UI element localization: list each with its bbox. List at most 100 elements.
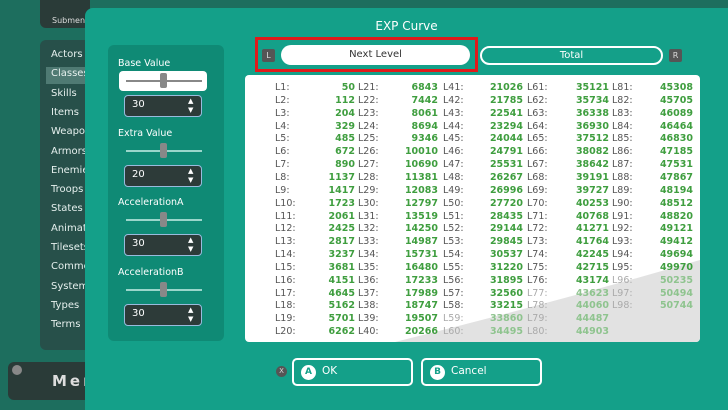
exp-value: 3237 <box>328 249 355 261</box>
spinner-value: 30 <box>132 99 145 110</box>
exp-value: 35734 <box>575 94 609 106</box>
level-label: L21: <box>358 82 379 93</box>
level-label: L32: <box>358 223 379 235</box>
tab[interactable]: Total <box>480 46 663 65</box>
level-label: L76: <box>527 274 548 286</box>
sidebar-item[interactable]: Actors <box>51 49 83 60</box>
exp-value: 38082 <box>575 146 609 158</box>
exp-value: 37512 <box>575 133 609 145</box>
exp-value: 32560 <box>489 287 523 299</box>
exp-value: 29845 <box>489 236 523 248</box>
spinner-value: 30 <box>132 307 145 319</box>
sidebar-item[interactable]: Animations <box>51 222 108 234</box>
button-ok[interactable]: A OK <box>292 358 413 386</box>
sidebar-item[interactable]: Classes <box>51 68 89 80</box>
exp-value: 13519 <box>404 210 438 222</box>
button-key: B <box>430 365 445 380</box>
exp-value: 45308 <box>659 82 693 93</box>
slider-handle[interactable] <box>160 142 167 158</box>
sidebar-item[interactable]: System <box>51 280 89 292</box>
exp-value: 47185 <box>659 146 693 158</box>
sidebar-item[interactable]: Troops <box>51 184 84 196</box>
level-label: L68: <box>527 171 548 183</box>
level-label: L9: <box>275 184 290 196</box>
exp-value: 14250 <box>404 223 438 235</box>
exp-value: 20266 <box>404 326 438 338</box>
menu-button[interactable] <box>8 362 98 400</box>
submenu-label: Submenu <box>52 16 91 25</box>
slider-handle[interactable] <box>160 73 167 88</box>
level-label: L34: <box>358 249 379 261</box>
exp-value: 44903 <box>575 326 609 338</box>
level-label: L57: <box>443 287 464 299</box>
spinner[interactable]: 20 ▲ ▼ <box>124 164 202 187</box>
exp-value: 17233 <box>404 274 438 286</box>
exp-value: 36930 <box>575 120 609 132</box>
level-label: L27: <box>358 159 379 171</box>
exp-value: 50235 <box>659 274 693 286</box>
level-label: L54: <box>443 249 464 261</box>
slider-handle[interactable] <box>160 212 167 227</box>
button-key: A <box>301 365 316 380</box>
sidebar-item[interactable]: Common <box>51 261 97 273</box>
sidebar-item[interactable]: Items <box>51 106 79 118</box>
key-hint: R <box>669 49 682 62</box>
exp-value: 1137 <box>328 171 355 183</box>
exp-value: 34495 <box>489 326 523 338</box>
level-label: L42: <box>443 94 464 106</box>
level-label: L89: <box>612 184 633 196</box>
level-label: L29: <box>358 184 379 196</box>
spinner[interactable]: 30 ▲ ▼ <box>124 303 202 326</box>
level-label: L81: <box>612 82 633 93</box>
submenu-button[interactable] <box>40 0 90 28</box>
spinner[interactable]: 30 ▲ ▼ <box>124 234 202 256</box>
level-label: L38: <box>358 300 379 312</box>
button-cancel[interactable]: B Cancel <box>421 358 542 386</box>
exp-value: 1723 <box>328 197 355 209</box>
exp-value: 50744 <box>659 300 693 312</box>
level-label: L5: <box>275 133 290 145</box>
level-label: L69: <box>527 184 548 196</box>
level-label: L85: <box>612 133 633 145</box>
exp-value: 26996 <box>489 184 523 196</box>
exp-value: 46464 <box>659 120 693 132</box>
level-label: L62: <box>527 94 548 106</box>
level-label: L2: <box>275 94 290 106</box>
sidebar-item[interactable]: Enemies <box>51 164 94 176</box>
level-label: L66: <box>527 146 548 158</box>
exp-value: 39727 <box>575 184 609 196</box>
level-label: L75: <box>527 261 548 273</box>
level-label: L55: <box>443 261 464 273</box>
exp-value: 2061 <box>328 210 355 222</box>
sidebar-item[interactable]: Types <box>51 299 80 311</box>
exp-value: 49121 <box>659 223 693 235</box>
level-label: L6: <box>275 146 290 158</box>
exp-value: 45705 <box>659 94 693 106</box>
key-hint: X <box>276 366 287 377</box>
exp-value: 41271 <box>575 223 609 235</box>
level-label: L88: <box>612 171 633 183</box>
level-label: L50: <box>443 197 464 209</box>
sidebar-item[interactable]: Terms <box>51 319 81 331</box>
level-label: L47: <box>443 159 464 171</box>
level-label: L74: <box>527 249 548 261</box>
level-label: L72: <box>527 223 548 235</box>
sidebar-item[interactable]: Armors <box>51 145 87 157</box>
sidebar-item[interactable]: States <box>51 203 83 215</box>
level-label: L95: <box>612 261 633 273</box>
sidebar-item[interactable]: Weapons <box>51 126 97 138</box>
tab[interactable]: Next Level <box>281 45 470 65</box>
param-label: AccelerationB <box>118 266 184 278</box>
level-label: L87: <box>612 159 633 171</box>
level-label: L92: <box>612 223 633 235</box>
exp-value: 30537 <box>489 249 523 261</box>
slider-handle[interactable] <box>160 281 167 297</box>
level-label: L4: <box>275 120 290 132</box>
spinner[interactable]: 30 ▲ ▼ <box>124 95 202 117</box>
curve-area <box>395 260 700 342</box>
sidebar-item[interactable]: Tilesets <box>51 242 90 253</box>
sidebar-item[interactable]: Skills <box>51 87 77 99</box>
exp-value: 8061 <box>411 107 438 119</box>
level-label: L19: <box>275 313 296 325</box>
